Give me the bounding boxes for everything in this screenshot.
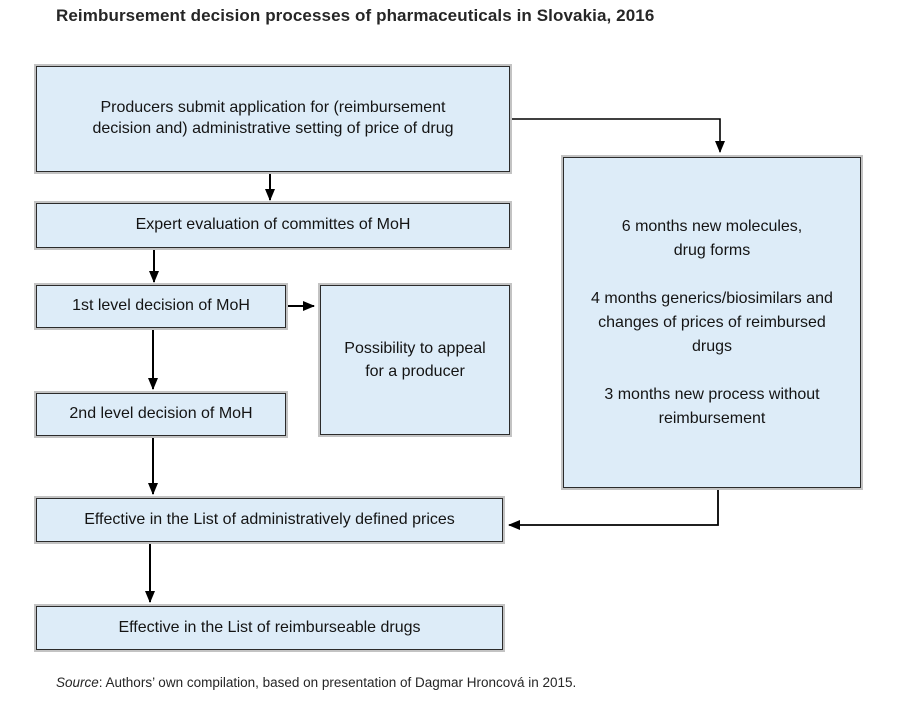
source-note: Source: Authors’ own compilation, based …	[56, 675, 576, 690]
page-title: Reimbursement decision processes of phar…	[56, 6, 655, 25]
flow-box-label: 6 months new molecules, drug forms 4 mon…	[591, 217, 833, 427]
flow-box-label: 2nd level decision of MoH	[69, 405, 253, 423]
flow-box-label: Possibility to appeal for a producer	[344, 339, 486, 380]
flow-box-label: Expert evaluation of committes of MoH	[135, 216, 411, 234]
flow-box-appeal-possibility: Possibility to appeal for a producer	[318, 283, 512, 437]
flow-box-admin-prices-list: Effective in the List of administrativel…	[34, 496, 505, 544]
connector-timelines-to-admin-list	[508, 488, 719, 530]
flow-box-producers-application: Producers submit application for (reimbu…	[34, 64, 512, 174]
source-note-text: : Authors’ own compilation, based on pre…	[98, 675, 577, 690]
flow-box-second-level-decision: 2nd level decision of MoH	[34, 391, 288, 438]
source-note-prefix: Source	[56, 675, 99, 690]
flow-box-label: Producers submit application for (reimbu…	[92, 99, 454, 137]
connector-producers-to-timelines	[510, 118, 725, 153]
flow-box-expert-evaluation: Expert evaluation of committes of MoH	[34, 201, 512, 250]
flow-box-first-level-decision: 1st level decision of MoH	[34, 283, 288, 330]
flow-box-label: 1st level decision of MoH	[72, 297, 250, 315]
flow-box-label: Effective in the List of administrativel…	[84, 510, 455, 528]
flow-box-decision-timelines: 6 months new molecules, drug forms 4 mon…	[561, 155, 863, 490]
flow-box-reimbursable-drugs-list: Effective in the List of reimburseable d…	[34, 604, 505, 652]
flow-box-label: Effective in the List of reimburseable d…	[118, 618, 421, 636]
